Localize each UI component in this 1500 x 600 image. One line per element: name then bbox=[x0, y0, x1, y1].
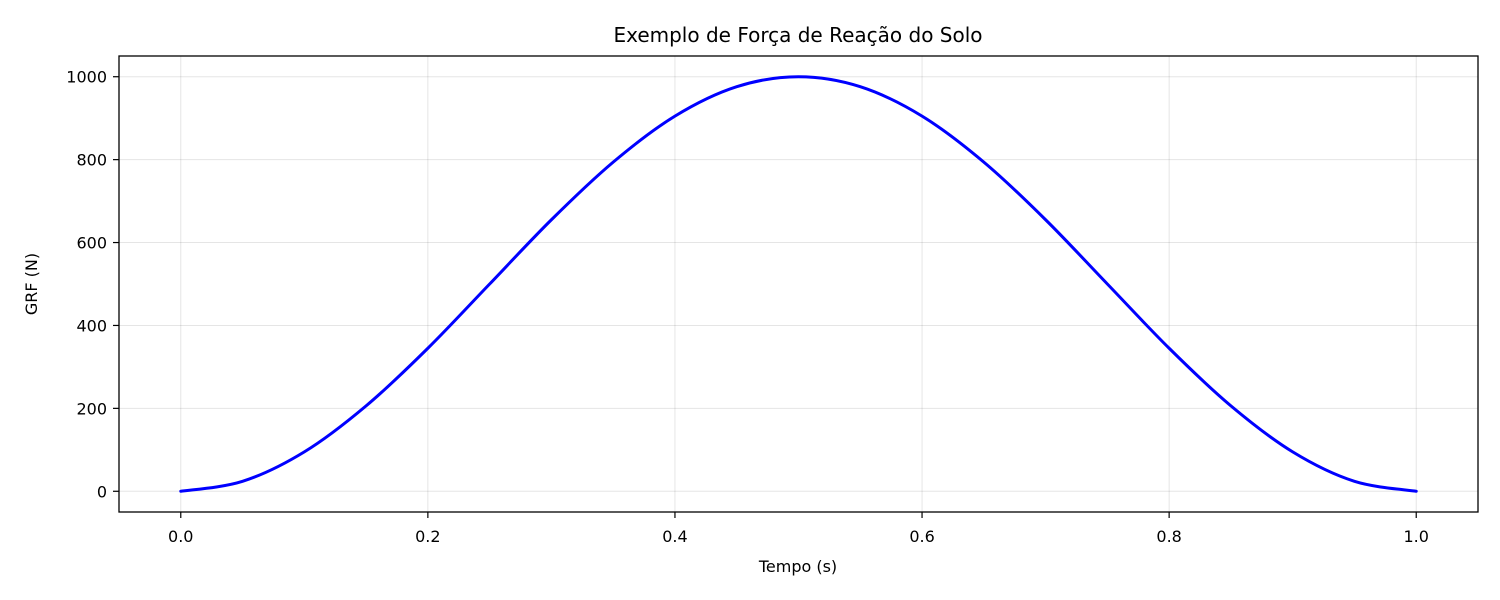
y-tick-label: 0 bbox=[97, 482, 107, 501]
series-line bbox=[179, 75, 1418, 493]
y-tick-label: 1000 bbox=[66, 68, 107, 87]
x-tick-label: 0.8 bbox=[1156, 527, 1181, 546]
x-tick-label: 0.2 bbox=[415, 527, 440, 546]
series-group bbox=[179, 75, 1418, 493]
x-tick-label: 0.4 bbox=[662, 527, 687, 546]
y-tick-label: 400 bbox=[76, 316, 107, 335]
y-tick-label: 800 bbox=[76, 151, 107, 170]
y-tick-label: 600 bbox=[76, 234, 107, 253]
y-axis-label: GRF (N) bbox=[22, 253, 41, 315]
x-tick-label: 0.6 bbox=[909, 527, 934, 546]
x-axis: 0.0 0.2 0.4 0.6 0.8 1.0 bbox=[168, 512, 1429, 546]
chart-title: Exemplo de Força de Reação do Solo bbox=[613, 23, 982, 47]
grid bbox=[119, 56, 1478, 512]
x-tick-label: 1.0 bbox=[1404, 527, 1429, 546]
x-axis-label: Tempo (s) bbox=[758, 557, 837, 576]
x-tick-label: 0.0 bbox=[168, 527, 193, 546]
y-tick-label: 200 bbox=[76, 399, 107, 418]
plot-frame bbox=[118, 55, 1479, 513]
y-axis: 0 200 400 600 800 1000 bbox=[66, 68, 119, 501]
